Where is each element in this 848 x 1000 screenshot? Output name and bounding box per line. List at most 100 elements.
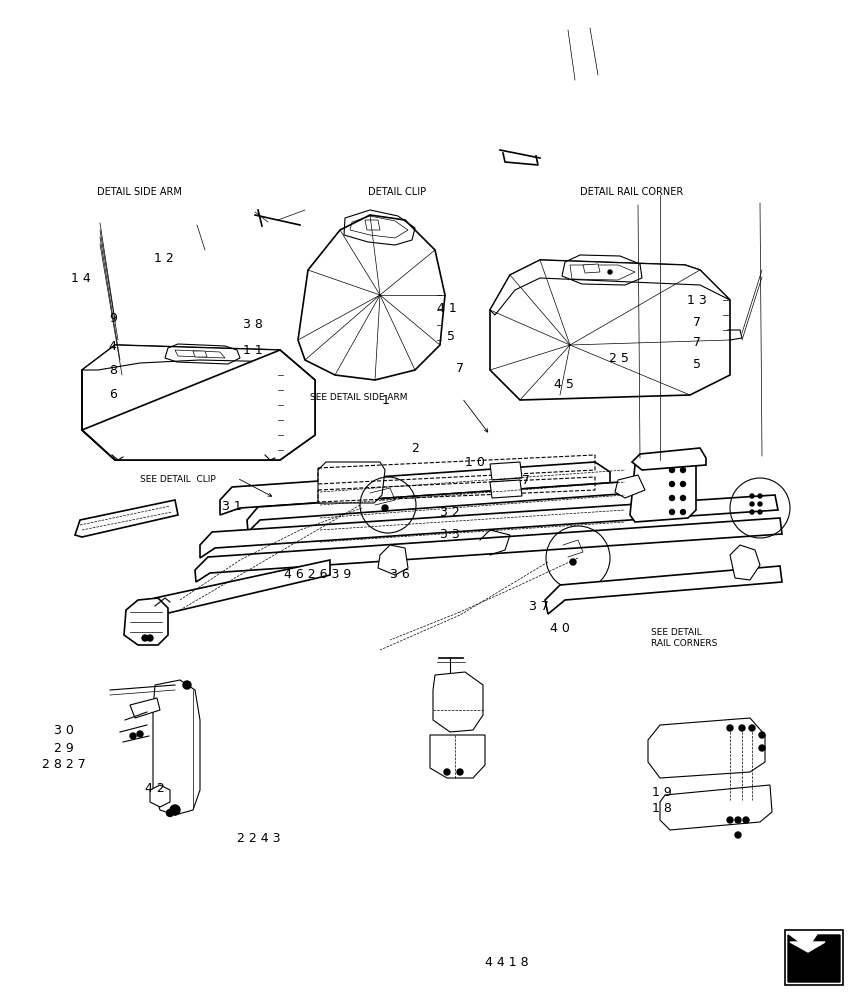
- Text: 2: 2: [411, 442, 420, 454]
- Text: 5: 5: [693, 359, 701, 371]
- Circle shape: [137, 731, 143, 737]
- Text: 3 2: 3 2: [439, 506, 460, 520]
- Text: 2 9: 2 9: [53, 742, 74, 754]
- Polygon shape: [195, 518, 782, 582]
- Bar: [785, 930, 843, 985]
- Polygon shape: [365, 220, 380, 230]
- Text: 1 8: 1 8: [651, 802, 672, 814]
- Circle shape: [670, 482, 674, 487]
- Text: 7: 7: [693, 316, 701, 328]
- Circle shape: [382, 505, 388, 511]
- Polygon shape: [124, 598, 168, 645]
- Polygon shape: [632, 448, 706, 470]
- Polygon shape: [790, 942, 825, 952]
- Circle shape: [444, 769, 450, 775]
- Text: 7: 7: [522, 474, 530, 487]
- Circle shape: [758, 494, 762, 498]
- Polygon shape: [583, 264, 600, 273]
- Polygon shape: [490, 462, 522, 480]
- Polygon shape: [730, 545, 760, 580]
- Text: 7: 7: [456, 361, 465, 374]
- Text: 1: 1: [382, 393, 390, 406]
- Text: 2 8 2 7: 2 8 2 7: [42, 758, 86, 772]
- Circle shape: [727, 725, 733, 731]
- Text: 4 6 2 6 3 9: 4 6 2 6 3 9: [284, 568, 352, 582]
- Polygon shape: [648, 718, 765, 778]
- Circle shape: [183, 681, 191, 689]
- Text: 7: 7: [693, 336, 701, 350]
- Text: 9: 9: [109, 312, 117, 324]
- Polygon shape: [545, 566, 782, 614]
- Circle shape: [608, 270, 612, 274]
- Text: SEE DETAIL
RAIL CORNERS: SEE DETAIL RAIL CORNERS: [651, 628, 717, 648]
- Circle shape: [670, 495, 674, 500]
- Circle shape: [457, 769, 463, 775]
- Text: DETAIL SIDE ARM: DETAIL SIDE ARM: [98, 187, 182, 197]
- Circle shape: [130, 733, 136, 739]
- Polygon shape: [490, 260, 730, 400]
- Circle shape: [166, 810, 174, 816]
- Circle shape: [758, 502, 762, 506]
- Text: 1 0: 1 0: [465, 456, 485, 468]
- Polygon shape: [788, 935, 840, 982]
- Circle shape: [759, 745, 765, 751]
- Polygon shape: [630, 455, 696, 522]
- Polygon shape: [82, 350, 315, 460]
- Circle shape: [735, 832, 741, 838]
- Circle shape: [749, 725, 755, 731]
- Circle shape: [739, 725, 745, 731]
- Polygon shape: [298, 215, 445, 380]
- Text: SEE DETAIL SIDE ARM: SEE DETAIL SIDE ARM: [310, 393, 407, 402]
- Text: 4 0: 4 0: [550, 621, 570, 635]
- Circle shape: [758, 510, 762, 514]
- Polygon shape: [75, 500, 178, 537]
- Text: 4 2: 4 2: [145, 782, 165, 794]
- Polygon shape: [153, 680, 200, 815]
- Text: DETAIL CLIP: DETAIL CLIP: [368, 187, 426, 197]
- Polygon shape: [150, 785, 170, 807]
- Text: 3 8: 3 8: [243, 318, 263, 332]
- Text: 8: 8: [109, 364, 117, 377]
- Circle shape: [750, 510, 754, 514]
- Polygon shape: [220, 462, 610, 515]
- Polygon shape: [82, 345, 315, 380]
- Circle shape: [670, 510, 674, 514]
- Circle shape: [570, 559, 576, 565]
- Circle shape: [170, 805, 180, 815]
- Circle shape: [680, 510, 685, 514]
- Polygon shape: [130, 698, 160, 718]
- Text: 4 5: 4 5: [554, 378, 574, 391]
- Circle shape: [750, 502, 754, 506]
- Text: 1 9: 1 9: [651, 786, 672, 800]
- Polygon shape: [490, 260, 730, 315]
- Circle shape: [147, 635, 153, 641]
- Polygon shape: [318, 462, 385, 503]
- Polygon shape: [430, 735, 485, 778]
- Text: 1 3: 1 3: [687, 294, 707, 306]
- Polygon shape: [378, 545, 408, 575]
- Circle shape: [750, 494, 754, 498]
- Polygon shape: [82, 345, 315, 460]
- Polygon shape: [490, 480, 522, 498]
- Circle shape: [670, 468, 674, 473]
- Polygon shape: [660, 785, 772, 830]
- Circle shape: [743, 817, 749, 823]
- Text: 3 3: 3 3: [439, 528, 460, 542]
- Text: 3 1: 3 1: [222, 500, 243, 514]
- Polygon shape: [126, 560, 330, 632]
- Circle shape: [680, 468, 685, 473]
- Text: 3 6: 3 6: [390, 568, 410, 582]
- Text: 1 4: 1 4: [70, 271, 91, 284]
- Text: 2 5: 2 5: [609, 352, 629, 364]
- Text: SEE DETAIL  CLIP: SEE DETAIL CLIP: [140, 476, 215, 485]
- Circle shape: [735, 817, 741, 823]
- Text: 5: 5: [447, 330, 455, 344]
- Circle shape: [680, 482, 685, 487]
- Circle shape: [680, 495, 685, 500]
- Polygon shape: [247, 482, 620, 532]
- Text: 1 1: 1 1: [243, 344, 263, 357]
- Text: 3 0: 3 0: [53, 724, 74, 738]
- Text: 6: 6: [109, 388, 117, 401]
- Polygon shape: [200, 495, 778, 558]
- Text: DETAIL RAIL CORNER: DETAIL RAIL CORNER: [580, 187, 683, 197]
